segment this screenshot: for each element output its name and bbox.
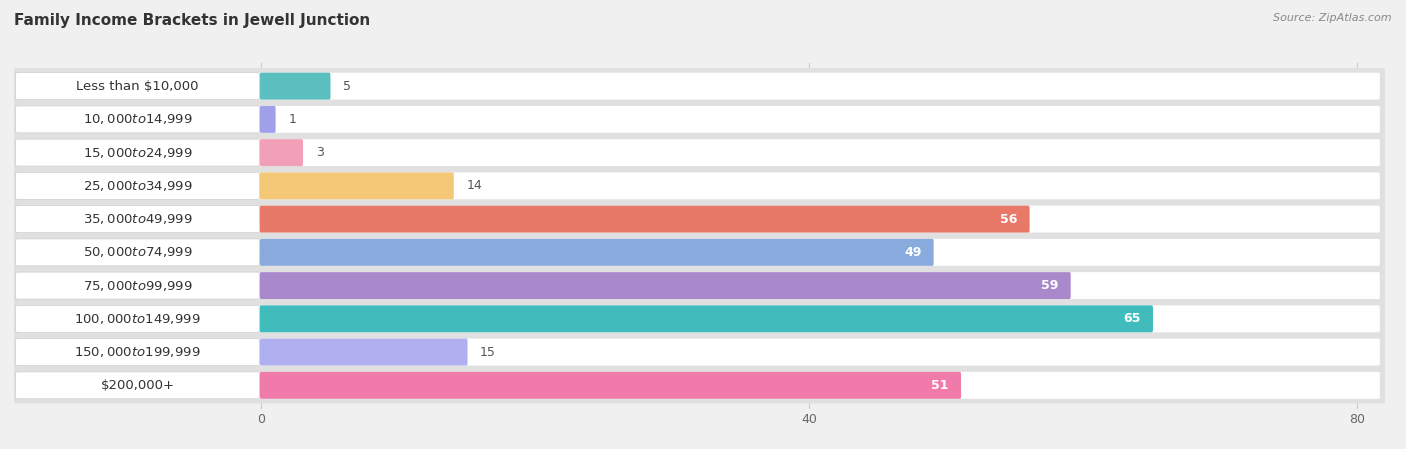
Text: 65: 65 xyxy=(1123,313,1140,326)
Text: 59: 59 xyxy=(1042,279,1059,292)
FancyBboxPatch shape xyxy=(17,172,1379,199)
Text: $15,000 to $24,999: $15,000 to $24,999 xyxy=(83,145,193,159)
FancyBboxPatch shape xyxy=(14,367,1385,404)
Text: 1: 1 xyxy=(288,113,297,126)
FancyBboxPatch shape xyxy=(15,339,260,365)
Text: $50,000 to $74,999: $50,000 to $74,999 xyxy=(83,245,193,260)
FancyBboxPatch shape xyxy=(14,68,1385,104)
FancyBboxPatch shape xyxy=(17,339,1379,365)
FancyBboxPatch shape xyxy=(260,305,1153,332)
FancyBboxPatch shape xyxy=(15,239,260,266)
FancyBboxPatch shape xyxy=(14,135,1385,171)
FancyBboxPatch shape xyxy=(15,206,260,233)
FancyBboxPatch shape xyxy=(260,372,962,399)
FancyBboxPatch shape xyxy=(260,106,276,133)
FancyBboxPatch shape xyxy=(17,305,1379,332)
FancyBboxPatch shape xyxy=(17,106,1379,133)
FancyBboxPatch shape xyxy=(260,172,454,199)
Text: Less than $10,000: Less than $10,000 xyxy=(76,79,198,92)
FancyBboxPatch shape xyxy=(17,73,1379,100)
FancyBboxPatch shape xyxy=(15,305,260,332)
Text: $100,000 to $149,999: $100,000 to $149,999 xyxy=(75,312,201,326)
Text: 56: 56 xyxy=(1000,213,1018,225)
FancyBboxPatch shape xyxy=(260,339,468,365)
Text: Source: ZipAtlas.com: Source: ZipAtlas.com xyxy=(1274,13,1392,23)
FancyBboxPatch shape xyxy=(260,73,330,100)
Text: 5: 5 xyxy=(343,79,352,92)
FancyBboxPatch shape xyxy=(14,334,1385,370)
FancyBboxPatch shape xyxy=(15,106,260,133)
FancyBboxPatch shape xyxy=(15,172,260,199)
FancyBboxPatch shape xyxy=(15,372,260,399)
FancyBboxPatch shape xyxy=(14,168,1385,204)
FancyBboxPatch shape xyxy=(14,268,1385,304)
FancyBboxPatch shape xyxy=(14,234,1385,270)
FancyBboxPatch shape xyxy=(17,272,1379,299)
FancyBboxPatch shape xyxy=(260,239,934,266)
Text: $150,000 to $199,999: $150,000 to $199,999 xyxy=(75,345,201,359)
Text: 51: 51 xyxy=(932,379,949,392)
FancyBboxPatch shape xyxy=(17,372,1379,399)
FancyBboxPatch shape xyxy=(260,272,1071,299)
FancyBboxPatch shape xyxy=(14,301,1385,337)
FancyBboxPatch shape xyxy=(15,272,260,299)
FancyBboxPatch shape xyxy=(260,206,1029,233)
Text: $75,000 to $99,999: $75,000 to $99,999 xyxy=(83,278,193,293)
FancyBboxPatch shape xyxy=(260,139,304,166)
Text: $35,000 to $49,999: $35,000 to $49,999 xyxy=(83,212,193,226)
FancyBboxPatch shape xyxy=(15,73,260,100)
Text: $200,000+: $200,000+ xyxy=(100,379,174,392)
Text: 3: 3 xyxy=(315,146,323,159)
FancyBboxPatch shape xyxy=(15,139,260,166)
FancyBboxPatch shape xyxy=(17,239,1379,266)
FancyBboxPatch shape xyxy=(17,139,1379,166)
Text: $10,000 to $14,999: $10,000 to $14,999 xyxy=(83,112,193,126)
FancyBboxPatch shape xyxy=(14,201,1385,237)
Text: 49: 49 xyxy=(904,246,921,259)
Text: $25,000 to $34,999: $25,000 to $34,999 xyxy=(83,179,193,193)
FancyBboxPatch shape xyxy=(14,101,1385,137)
Text: Family Income Brackets in Jewell Junction: Family Income Brackets in Jewell Junctio… xyxy=(14,13,370,28)
Text: 15: 15 xyxy=(481,346,496,359)
FancyBboxPatch shape xyxy=(17,206,1379,233)
Text: 14: 14 xyxy=(467,179,482,192)
